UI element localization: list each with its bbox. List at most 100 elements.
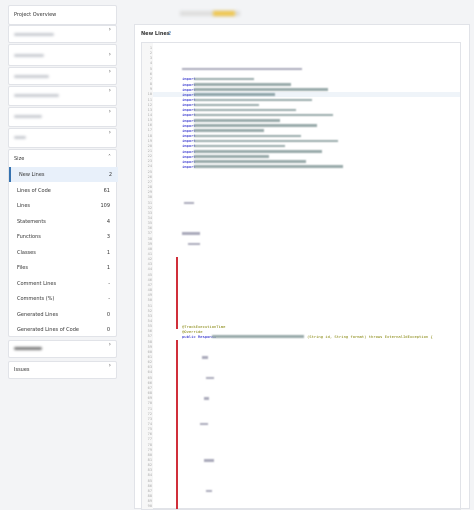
line-number: 16 (147, 123, 152, 128)
metric-row[interactable]: New Lines 2 (9, 167, 118, 182)
line-number: 25 (147, 169, 152, 174)
line-number: 59 (147, 344, 152, 349)
code-token: import (182, 148, 196, 154)
line-number: 1 (149, 46, 152, 50)
metric-row[interactable]: Comments (%) - (9, 291, 116, 306)
line-number: 6 (149, 71, 152, 76)
metric-value: 0 (106, 311, 110, 318)
metric-label: Generated Lines (17, 311, 59, 318)
metric-row[interactable]: Lines of Code 61 (9, 183, 116, 198)
issues-item[interactable]: Issues › (8, 361, 117, 379)
line-number: 35 (147, 221, 152, 226)
metric-value: 0 (106, 327, 110, 333)
size-title: Size (14, 156, 25, 162)
line-number: 41 (147, 252, 152, 256)
code-token: (String id, String format) throws Extern… (307, 333, 433, 339)
line-number: 53 (147, 313, 152, 318)
metric-row[interactable]: Statements 4 (9, 214, 116, 229)
line-number: 24 (147, 164, 152, 169)
nav-item[interactable]: › (8, 128, 117, 148)
code-blur (194, 93, 275, 96)
line-number: 73 (147, 416, 152, 421)
line-number: 55 (147, 324, 152, 329)
line-number: 29 (147, 190, 152, 195)
line-number: 79 (147, 447, 152, 452)
line-number: 67 (147, 385, 152, 390)
line-number: 68 (147, 391, 152, 396)
code-viewer: 1 2 3 4 5 6 7 8 9 10 11 12 13 14 15 16 17 18 19 20 21 22 23 24 2… (141, 42, 461, 510)
line-number: 69 (147, 396, 152, 401)
nav-item[interactable]: › (8, 340, 117, 358)
line-number: 86 (147, 483, 152, 488)
code-token: import (182, 138, 196, 144)
code-blur (204, 397, 209, 400)
code-blur (194, 88, 328, 91)
code-blur (194, 108, 296, 112)
line-number: 28 (147, 185, 152, 190)
code-blur (212, 335, 304, 338)
line-number: 58 (147, 339, 152, 344)
code-token: @TrackExecutionTime (182, 323, 226, 329)
code-blur (194, 155, 269, 158)
line-number: 45 (147, 272, 152, 277)
line-number: 89 (147, 499, 152, 504)
metric-label: Comments (%) (17, 296, 55, 302)
code-token: @Override (182, 328, 203, 334)
line-number: 18 (147, 133, 152, 138)
nav-item[interactable]: › (8, 107, 117, 127)
metric-row[interactable]: Lines 109 (9, 198, 116, 213)
metric-row[interactable]: Generated Lines of Code 0 (9, 322, 116, 337)
line-number: 65 (147, 375, 152, 380)
metric-value: 2 (108, 172, 112, 178)
nav-item[interactable]: › (8, 25, 117, 43)
code-blur (184, 201, 194, 204)
overview-label: Project Overview (14, 12, 57, 18)
line-number: 12 (147, 102, 152, 107)
code-blur (194, 129, 264, 132)
code-blur (194, 144, 285, 148)
main-panel: New Lines 2 1 2 3 4 5 6 7 8 9 10 11 12 13 14 15 16 17 18 1… (134, 24, 470, 510)
metric-row[interactable]: Comment Lines - (9, 276, 116, 291)
line-number: 74 (147, 421, 152, 426)
nav-item[interactable]: › (8, 67, 117, 85)
metric-row[interactable]: Classes 1 (9, 245, 116, 260)
code-token: import (182, 163, 196, 169)
nav-item[interactable]: › (8, 44, 117, 66)
line-number: 5 (149, 66, 152, 71)
code-blur (194, 113, 333, 117)
code-token: public Response (182, 333, 217, 339)
line-number: 13 (147, 107, 152, 112)
line-number: 36 (147, 226, 152, 231)
code-blur (194, 119, 280, 122)
metric-label: Comment Lines (17, 280, 57, 287)
code-blur (200, 422, 208, 426)
metric-row[interactable]: Generated Lines 0 (9, 307, 116, 322)
metric-value: 3 (106, 234, 110, 240)
line-number: 52 (147, 308, 152, 313)
line-number: 90 (147, 504, 152, 509)
line-number: 83 (147, 468, 152, 473)
metric-value: - (108, 296, 110, 302)
code-blur (204, 459, 214, 462)
line-number: 37 (147, 231, 152, 236)
code-token: import (182, 133, 196, 139)
main-title: New Lines (141, 31, 170, 37)
code-blur (202, 356, 208, 359)
line-number: 85 (147, 478, 152, 483)
line-number: 48 (147, 288, 152, 293)
line-number: 64 (147, 370, 152, 375)
nav-item[interactable]: › (8, 86, 117, 106)
breadcrumb (180, 11, 240, 16)
line-number: 20 (147, 143, 152, 148)
line-number: 62 (147, 360, 152, 365)
line-highlight (153, 92, 460, 98)
new-line-marker (176, 257, 178, 330)
code-token: import (182, 122, 196, 128)
metric-row[interactable]: Files 1 (9, 260, 116, 275)
line-number: 46 (147, 277, 152, 282)
line-number: 9 (149, 87, 152, 92)
overview-item[interactable]: Project Overview (8, 5, 117, 25)
code-token: import (182, 153, 196, 159)
code-blur (194, 139, 338, 143)
metric-row[interactable]: Functions 3 (9, 229, 116, 244)
